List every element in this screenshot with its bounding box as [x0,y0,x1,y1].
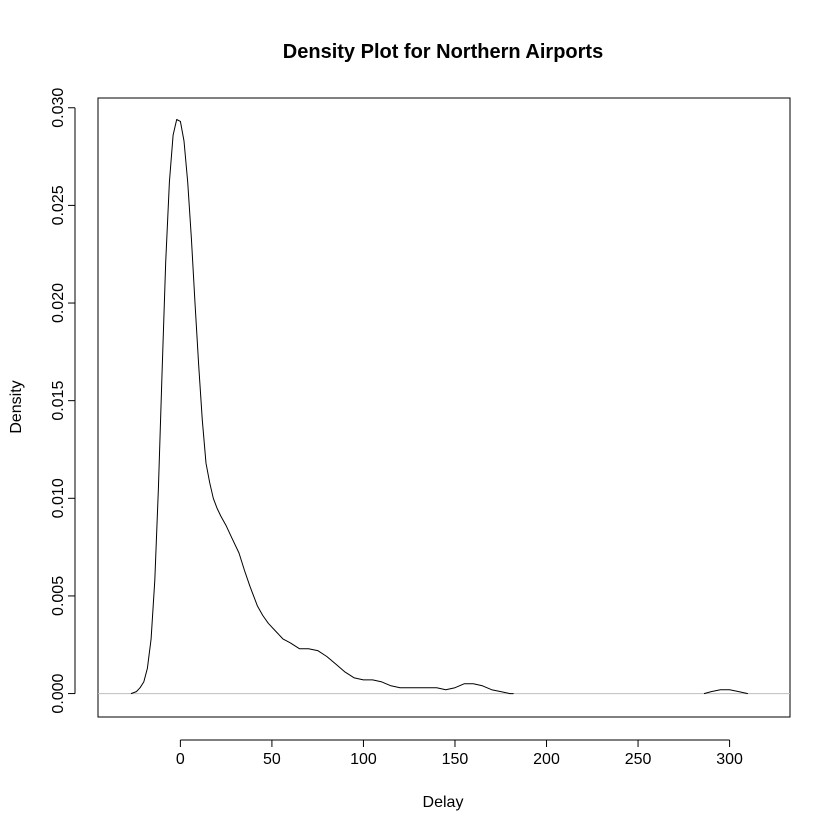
y-axis-label: Density [8,380,25,433]
density-line-2 [703,689,749,695]
x-tick-label: 50 [263,751,281,768]
x-tick-label: 150 [442,751,469,768]
y-tick-label: 0.020 [50,283,67,323]
x-tick-label: 0 [176,751,185,768]
y-tick-label: 0.010 [50,478,67,518]
y-tick-label: 0.025 [50,185,67,225]
chart-title: Density Plot for Northern Airports [283,41,603,63]
x-tick-label: 300 [716,751,743,768]
y-tick-label: 0.005 [50,576,67,616]
series-layer [130,119,749,695]
x-tick-label: 250 [625,751,652,768]
x-axis-label: Delay [423,794,464,811]
x-tick-label: 100 [350,751,377,768]
y-tick-label: 0.000 [50,673,67,713]
y-tick-label: 0.030 [50,88,67,128]
y-tick-label: 0.015 [50,381,67,421]
plot-frame [97,97,791,718]
density-line-1 [130,119,514,695]
x-axis: 0 50 100 150 200 250 300 [176,739,743,768]
x-tick-label: 200 [533,751,560,768]
y-axis: 0.000 0.005 0.010 0.015 0.020 0.025 0.030 [50,88,76,714]
